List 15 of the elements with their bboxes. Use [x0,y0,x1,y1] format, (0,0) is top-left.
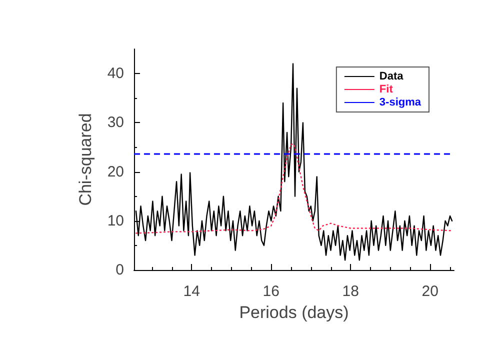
line-series [135,143,453,234]
y-axis-title: Chi-squared [76,113,95,206]
x-tick-label: 20 [422,283,438,300]
legend-label: Data [379,70,404,82]
x-tick-label: 14 [183,283,200,300]
y-tick-label: 30 [107,114,124,132]
y-tick-label: 40 [107,65,124,82]
legend-label: Fit [379,84,394,96]
x-tick-label: 16 [262,283,280,300]
x-tick-label: 18 [342,283,359,300]
x-axis-title: Periods (days) [239,303,349,322]
legend-label: 3-sigma [379,96,422,108]
y-tick-label: 0 [116,262,124,278]
y-tick-label: 20 [107,163,124,180]
y-tick-label: 10 [107,212,124,230]
